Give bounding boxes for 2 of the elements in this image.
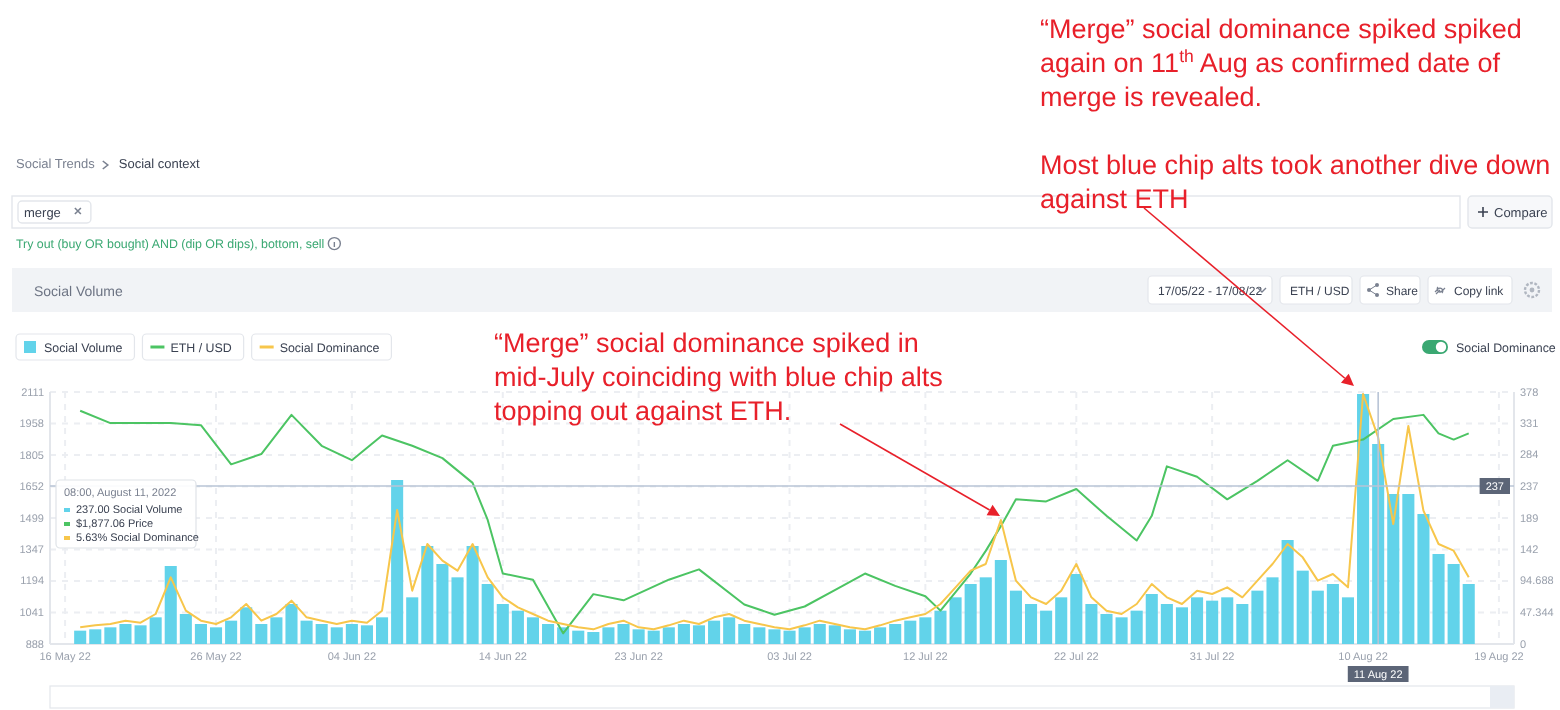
annotation: “Merge” social dominance spiked in mid-July coinciding with blue chip alts topping out against ETH. xyxy=(494,328,944,426)
text: “Merge” social dominance spiked spiked again on 11$^{th}$ Aug as confirmed date of merge is revealed. xyxy=(1040,14,1522,112)
